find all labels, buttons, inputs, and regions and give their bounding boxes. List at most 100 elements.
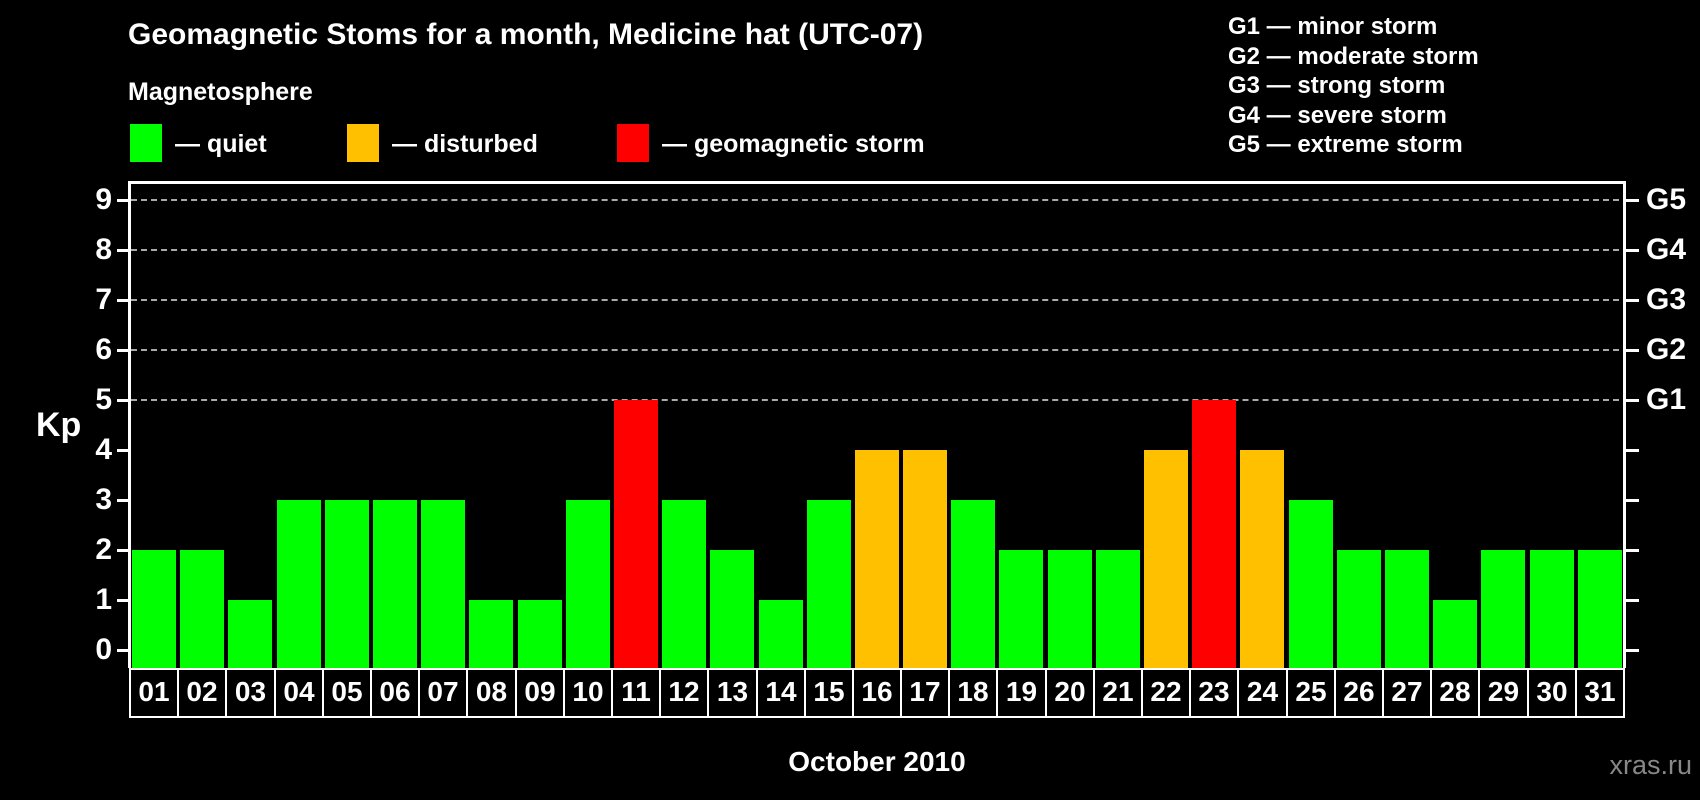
bar-day-07	[421, 500, 465, 668]
gridline-kp-7	[131, 299, 1619, 301]
g1-legend-line: G1 — minor storm	[1228, 13, 1438, 40]
day-label-11: 11	[611, 668, 661, 718]
storm-color-swatch	[617, 124, 649, 162]
bar-day-13	[710, 550, 754, 668]
g-level-label-g2: G2	[1646, 333, 1687, 366]
right-tick-4	[1626, 449, 1639, 452]
bar-day-26	[1337, 550, 1381, 668]
day-label-14: 14	[756, 668, 806, 718]
right-tick-1	[1626, 599, 1639, 602]
right-tick-2	[1626, 549, 1639, 552]
x-axis-title: October 2010	[788, 746, 966, 777]
g3-legend-line: G3 — strong storm	[1228, 72, 1446, 99]
day-label-16: 16	[852, 668, 902, 718]
g5-legend-line: G5 — extreme storm	[1228, 131, 1463, 158]
bar-day-24	[1240, 450, 1284, 668]
day-label-20: 20	[1045, 668, 1095, 718]
quiet-color-swatch	[130, 124, 162, 162]
chart-title: Geomagnetic Stoms for a month, Medicine …	[128, 18, 924, 51]
g-scale-legend: G1 — minor storm G2 — moderate storm G3 …	[1228, 12, 1479, 160]
bar-day-11	[614, 400, 658, 668]
bar-day-03	[228, 600, 272, 668]
bar-day-01	[132, 550, 176, 668]
left-tick-0	[117, 649, 128, 652]
g4-legend-line: G4 — severe storm	[1228, 101, 1447, 129]
day-label-24: 24	[1237, 668, 1288, 718]
bar-day-23	[1192, 400, 1236, 668]
bar-day-14	[759, 600, 803, 668]
left-tick-7	[117, 299, 128, 302]
left-tick-6	[117, 349, 128, 352]
bar-day-31	[1578, 550, 1622, 668]
y-tick-label-4: 4	[95, 433, 112, 466]
day-label-18: 18	[948, 668, 998, 718]
y-tick-label-2: 2	[95, 533, 112, 566]
bar-day-12	[662, 500, 706, 668]
day-label-05: 05	[322, 668, 372, 718]
right-tick-3	[1626, 499, 1639, 502]
y-tick-label-0: 0	[95, 633, 112, 666]
left-tick-5	[117, 399, 128, 402]
y-axis-title: Kp	[36, 406, 82, 444]
day-label-22: 22	[1141, 668, 1191, 718]
right-tick-0	[1626, 649, 1639, 652]
bar-day-22	[1144, 450, 1188, 668]
bar-day-15	[807, 500, 851, 668]
disturbed-legend-label: — disturbed	[392, 130, 538, 158]
bar-day-08	[469, 600, 513, 668]
gridline-kp-8	[131, 249, 1619, 251]
legend-heading: Magnetosphere	[128, 78, 313, 106]
y-tick-label-9: 9	[95, 183, 112, 216]
day-label-03: 03	[225, 668, 276, 718]
day-label-17: 17	[900, 668, 950, 718]
bar-day-29	[1481, 550, 1525, 668]
day-label-04: 04	[274, 668, 324, 718]
left-tick-8	[117, 249, 128, 252]
plot-frame	[128, 181, 1626, 668]
quiet-legend-label: — quiet	[175, 130, 267, 158]
bar-day-06	[373, 500, 417, 668]
bar-day-02	[180, 550, 224, 668]
left-tick-3	[117, 499, 128, 502]
bar-day-05	[325, 500, 369, 668]
right-tick-6	[1626, 349, 1639, 352]
watermark: xras.ru	[1609, 750, 1692, 780]
day-label-29: 29	[1478, 668, 1529, 718]
bar-day-27	[1385, 550, 1429, 668]
gridline-kp-5	[131, 399, 1619, 401]
right-tick-8	[1626, 249, 1639, 252]
bar-day-04	[277, 500, 321, 668]
day-label-27: 27	[1382, 668, 1432, 718]
left-tick-1	[117, 599, 128, 602]
day-label-26: 26	[1334, 668, 1384, 718]
g2-legend-line: G2 — moderate storm	[1228, 42, 1479, 70]
gridline-kp-9	[131, 199, 1619, 201]
y-tick-label-8: 8	[95, 233, 112, 266]
right-tick-7	[1626, 299, 1639, 302]
bar-day-25	[1289, 500, 1333, 668]
bar-day-18	[951, 500, 995, 668]
bar-day-21	[1096, 550, 1140, 668]
day-label-02: 02	[177, 668, 227, 718]
day-label-13: 13	[707, 668, 758, 718]
day-label-21: 21	[1093, 668, 1143, 718]
y-tick-label-7: 7	[95, 283, 112, 316]
g-level-label-g1: G1	[1646, 383, 1687, 416]
y-tick-label-3: 3	[95, 483, 112, 516]
y-tick-label-1: 1	[95, 583, 112, 616]
g-level-label-g5: G5	[1646, 183, 1687, 216]
day-label-15: 15	[804, 668, 854, 718]
day-label-25: 25	[1286, 668, 1336, 718]
day-label-19: 19	[996, 668, 1047, 718]
disturbed-color-swatch	[347, 124, 379, 162]
gridline-kp-6	[131, 349, 1619, 351]
bar-day-17	[903, 450, 947, 668]
day-label-08: 08	[466, 668, 517, 718]
day-label-30: 30	[1527, 668, 1577, 718]
bar-day-16	[855, 450, 899, 668]
day-label-10: 10	[563, 668, 613, 718]
day-label-23: 23	[1189, 668, 1239, 718]
g-level-label-g4: G4	[1646, 233, 1687, 266]
bar-day-19	[999, 550, 1043, 668]
